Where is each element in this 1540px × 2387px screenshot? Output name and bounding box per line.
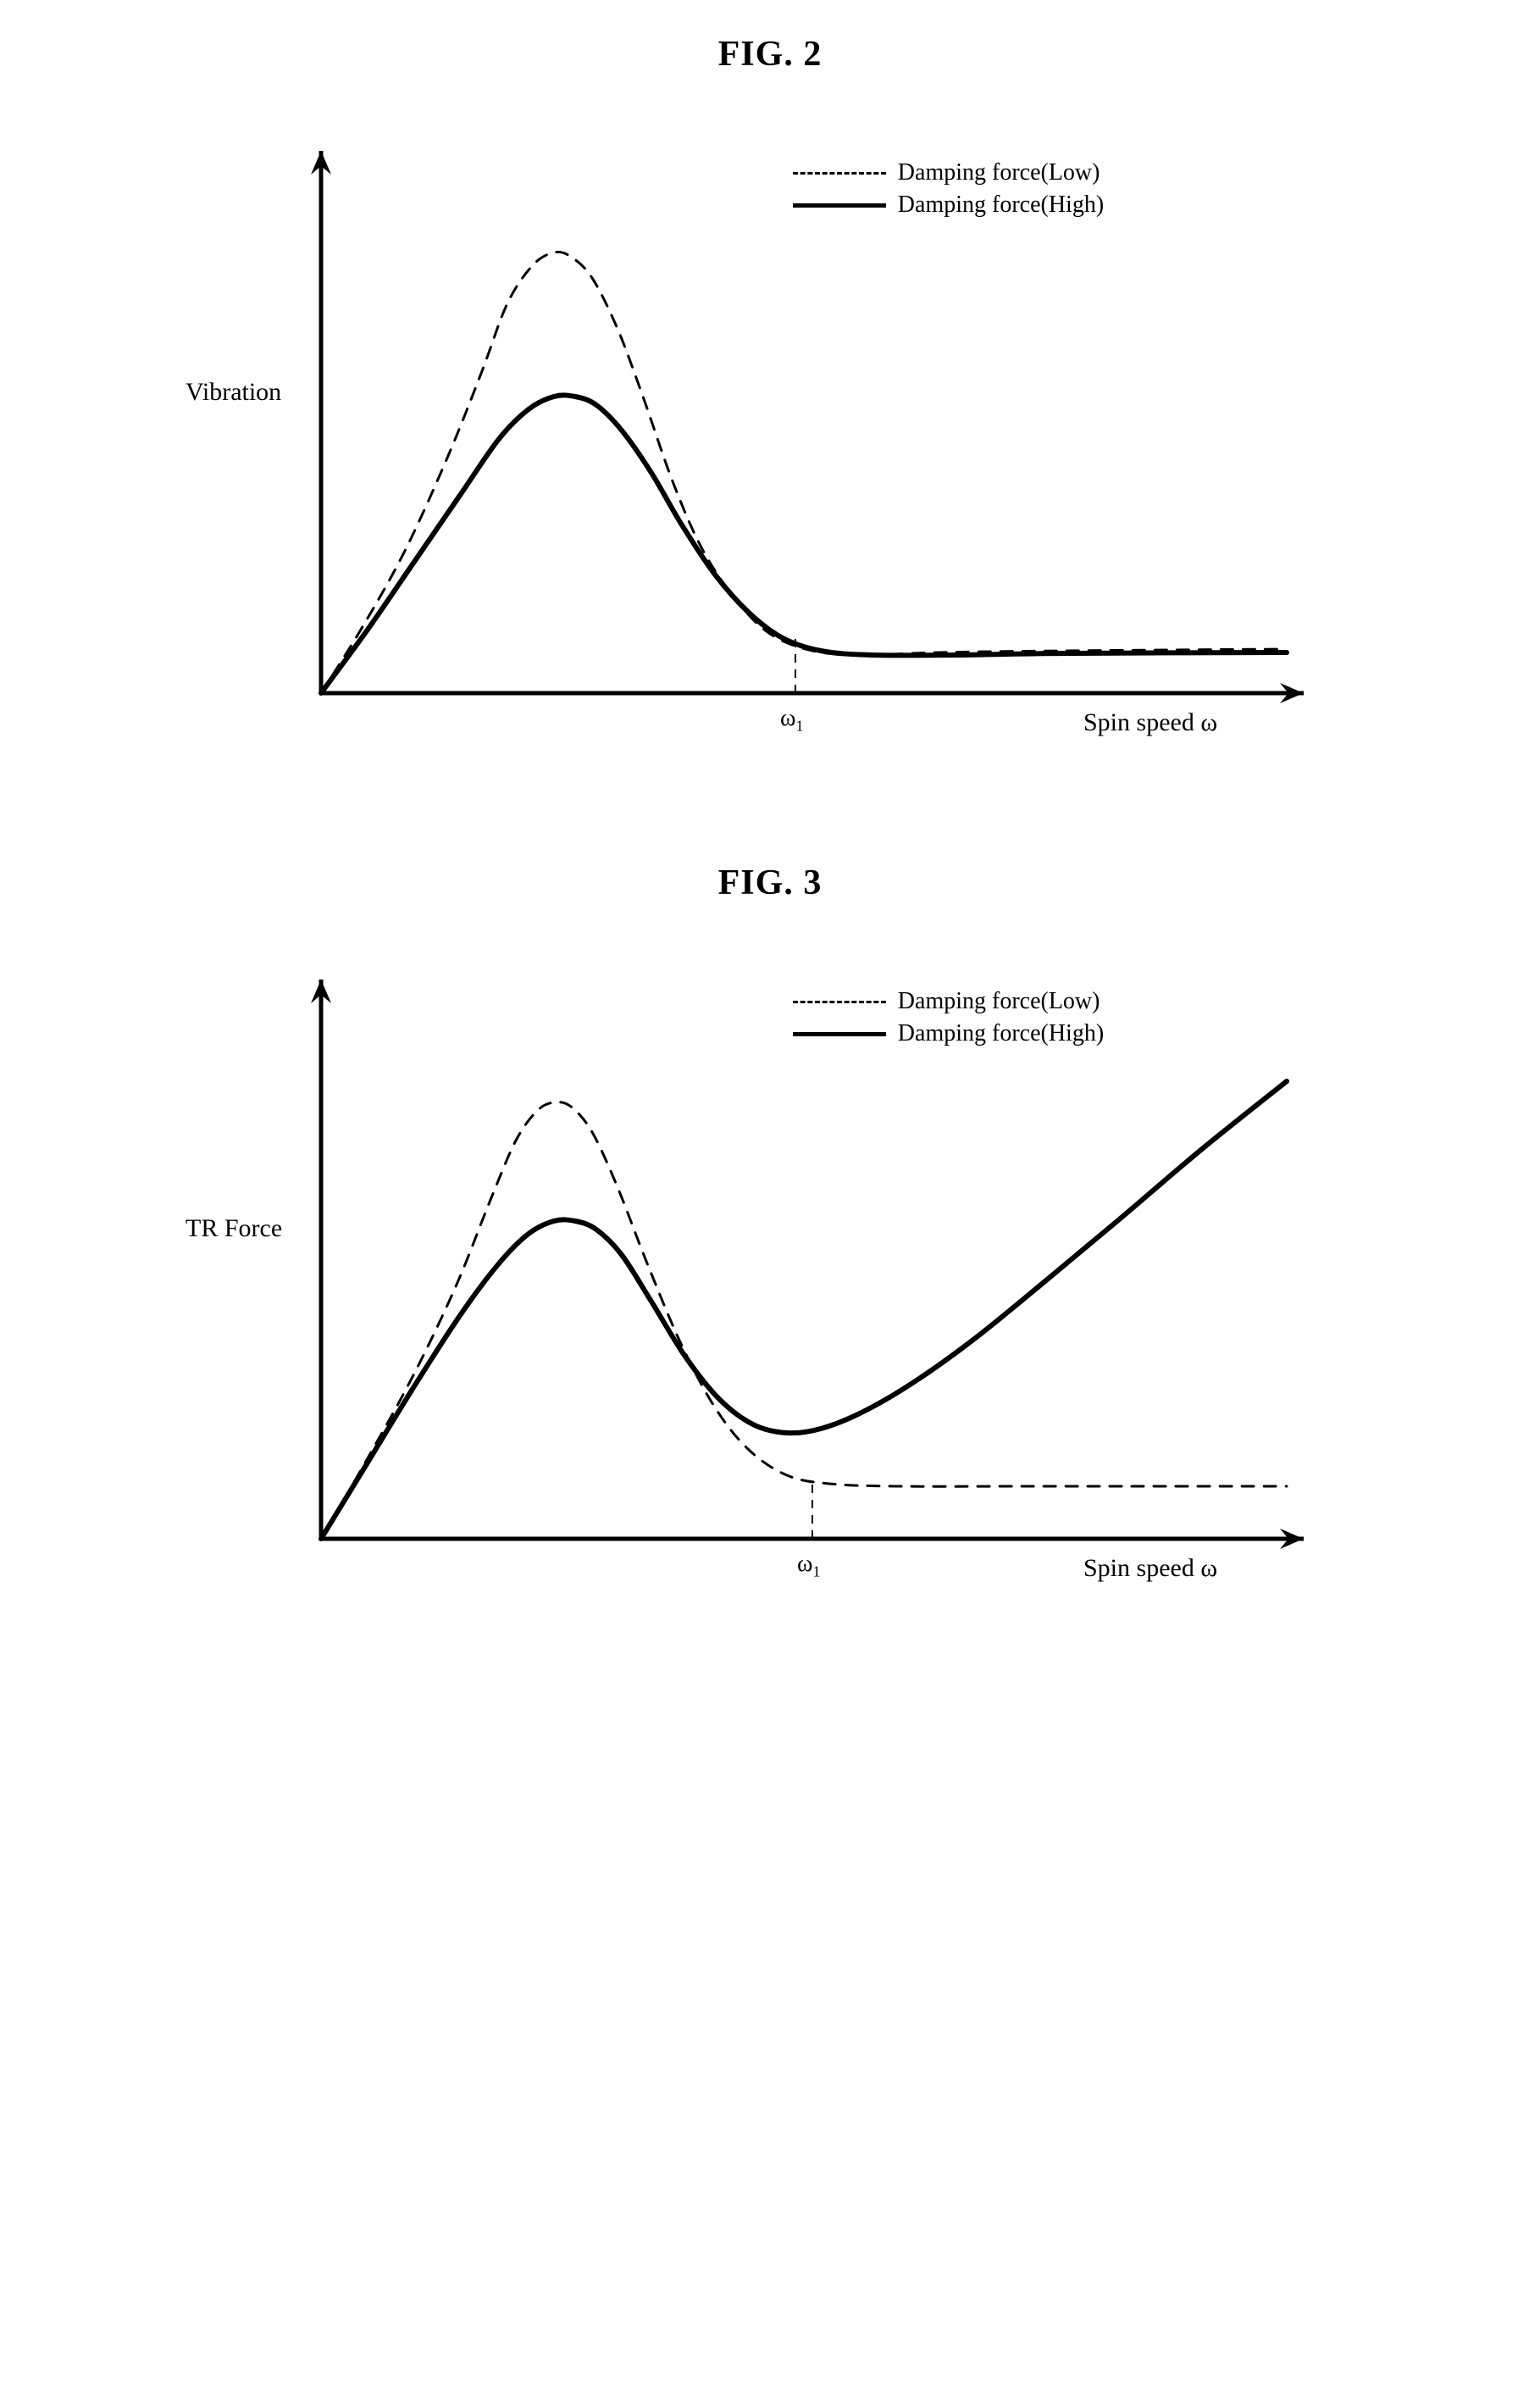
legend-label-high: Damping force(High) [898,1020,1104,1047]
x-axis-label: Spin speed ω [1083,708,1217,737]
legend-label-low: Damping force(Low) [898,988,1100,1015]
y-axis-label: TR Force [186,1214,282,1243]
legend-swatch-dash [793,1001,886,1003]
figure-3-block: FIG. 3 TR Force Spin speed ω ω1 Damping … [51,863,1489,1640]
omega1-tick-label: ω1 [797,1551,820,1581]
legend-swatch-dash [793,172,886,175]
legend-row-low: Damping force(Low) [793,988,1104,1015]
legend-row-high: Damping force(High) [793,192,1104,219]
chart-wrap: TR Force Spin speed ω ω1 Damping force(L… [219,929,1321,1640]
legend-label-low: Damping force(Low) [898,159,1100,186]
legend-label-high: Damping force(High) [898,192,1104,219]
legend-row-high: Damping force(High) [793,1020,1104,1047]
legend-swatch-solid [793,1032,886,1036]
y-axis-label: Vibration [186,378,281,407]
omega1-tick-label: ω1 [780,705,803,736]
figure-title: FIG. 3 [51,863,1489,903]
chart-svg [219,100,1321,744]
figure-title: FIG. 2 [51,34,1489,75]
chart-svg [219,929,1321,1590]
chart-wrap: Vibration Spin speed ω ω1 Damping force(… [219,100,1321,795]
legend-row-low: Damping force(Low) [793,159,1104,186]
chart-bg [219,100,1321,744]
legend: Damping force(Low) Damping force(High) [793,988,1104,1052]
chart-bg [219,929,1321,1590]
figure-2-block: FIG. 2 Vibration Spin speed ω ω1 Damping… [51,34,1489,795]
legend: Damping force(Low) Damping force(High) [793,159,1104,224]
x-axis-label: Spin speed ω [1083,1554,1217,1583]
legend-swatch-solid [793,203,886,208]
